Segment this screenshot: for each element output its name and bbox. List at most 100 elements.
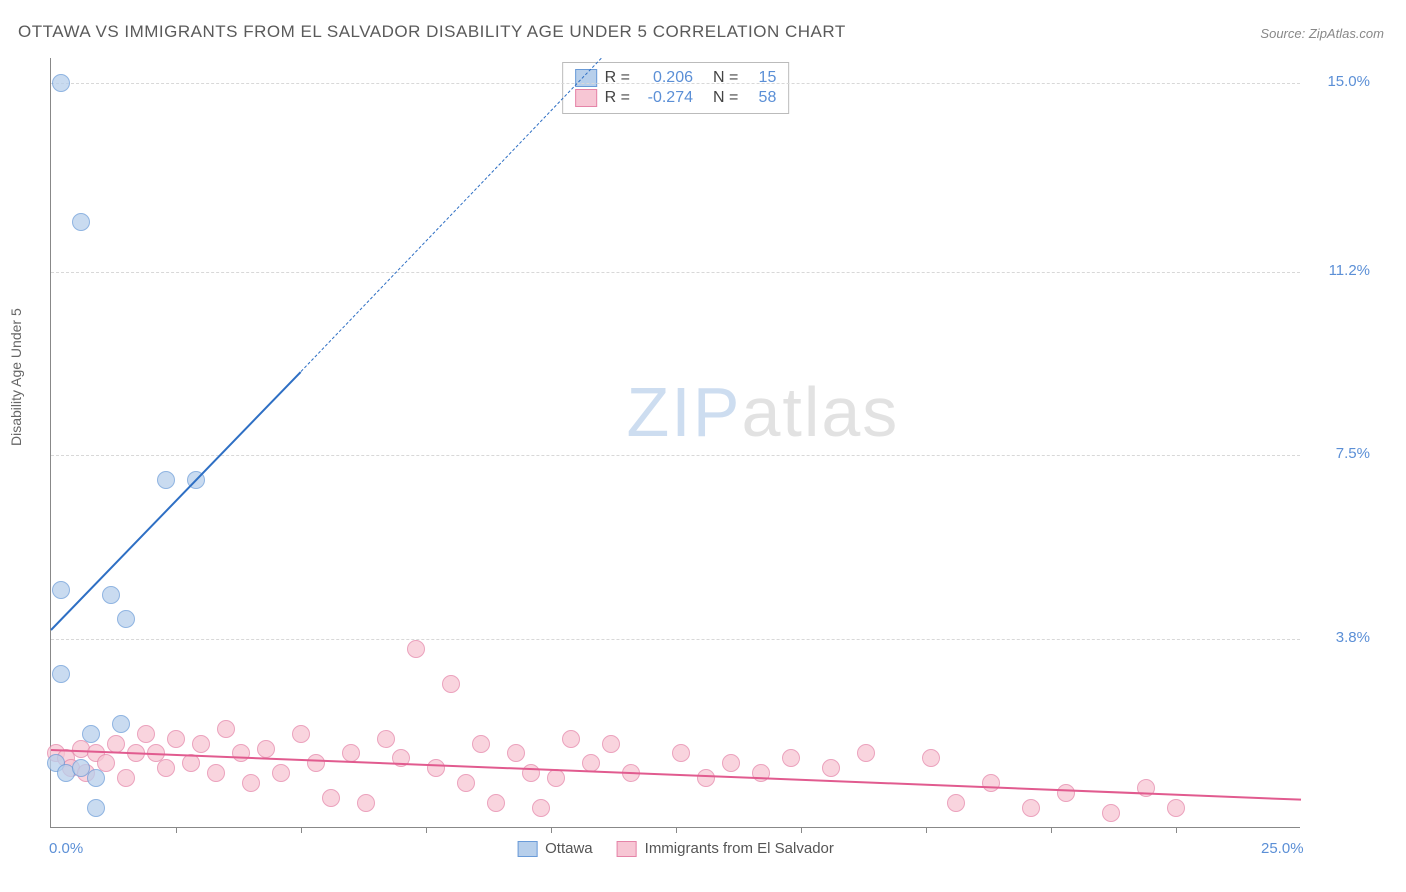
- y-axis-label: Disability Age Under 5: [8, 308, 24, 446]
- grid-line: [51, 639, 1300, 640]
- data-point: [72, 213, 90, 231]
- data-point: [157, 759, 175, 777]
- y-tick-label: 7.5%: [1336, 445, 1370, 462]
- data-point: [562, 730, 580, 748]
- data-point: [157, 471, 175, 489]
- data-point: [822, 759, 840, 777]
- data-point: [407, 640, 425, 658]
- data-point: [377, 730, 395, 748]
- grid-line: [51, 272, 1300, 273]
- legend-label: Immigrants from El Salvador: [645, 840, 834, 857]
- data-point: [1022, 799, 1040, 817]
- data-point: [117, 769, 135, 787]
- data-point: [102, 586, 120, 604]
- data-point: [52, 665, 70, 683]
- data-point: [602, 735, 620, 753]
- data-point: [357, 794, 375, 812]
- x-tick: [676, 827, 677, 833]
- data-point: [307, 754, 325, 772]
- x-tick: [426, 827, 427, 833]
- legend-swatch: [617, 841, 637, 857]
- data-point: [257, 740, 275, 758]
- data-point: [507, 744, 525, 762]
- y-tick-label: 11.2%: [1329, 262, 1370, 279]
- data-point: [532, 799, 550, 817]
- y-tick-label: 15.0%: [1327, 73, 1370, 90]
- data-point: [292, 725, 310, 743]
- legend-r-label: R =: [605, 89, 630, 107]
- source-label: Source:: [1260, 26, 1305, 41]
- x-tick-label: 0.0%: [49, 840, 83, 857]
- data-point: [167, 730, 185, 748]
- data-point: [107, 735, 125, 753]
- data-point: [427, 759, 445, 777]
- legend-r-label: R =: [605, 69, 630, 87]
- data-point: [1167, 799, 1185, 817]
- legend-n-label: N =: [713, 89, 738, 107]
- watermark: ZIPatlas: [627, 372, 900, 452]
- legend-swatch: [575, 69, 597, 87]
- data-point: [87, 769, 105, 787]
- legend-n-value: 58: [746, 89, 776, 107]
- y-tick-label: 3.8%: [1336, 629, 1370, 646]
- legend-swatch: [575, 89, 597, 107]
- data-point: [112, 715, 130, 733]
- source-value: ZipAtlas.com: [1309, 26, 1384, 41]
- data-point: [487, 794, 505, 812]
- data-point: [752, 764, 770, 782]
- data-point: [217, 720, 235, 738]
- series-legend: Ottawa Immigrants from El Salvador: [517, 840, 834, 857]
- data-point: [1102, 804, 1120, 822]
- data-point: [52, 581, 70, 599]
- data-point: [322, 789, 340, 807]
- data-point: [1057, 784, 1075, 802]
- data-point: [672, 744, 690, 762]
- data-point: [137, 725, 155, 743]
- data-point: [182, 754, 200, 772]
- correlation-legend: R = 0.206 N = 15 R = -0.274 N = 58: [562, 62, 790, 114]
- legend-n-value: 15: [746, 69, 776, 87]
- watermark-zip: ZIP: [627, 373, 742, 451]
- data-point: [442, 675, 460, 693]
- legend-row: R = 0.206 N = 15: [575, 69, 777, 87]
- data-point: [87, 799, 105, 817]
- data-point: [697, 769, 715, 787]
- x-tick: [926, 827, 927, 833]
- legend-item: Immigrants from El Salvador: [617, 840, 834, 857]
- legend-r-value: -0.274: [638, 89, 693, 107]
- x-tick: [301, 827, 302, 833]
- x-tick: [551, 827, 552, 833]
- source-attribution: Source: ZipAtlas.com: [1260, 26, 1384, 41]
- x-tick: [176, 827, 177, 833]
- data-point: [117, 610, 135, 628]
- grid-line: [51, 455, 1300, 456]
- x-tick: [801, 827, 802, 833]
- data-point: [52, 74, 70, 92]
- data-point: [922, 749, 940, 767]
- data-point: [207, 764, 225, 782]
- x-tick: [1051, 827, 1052, 833]
- data-point: [272, 764, 290, 782]
- data-point: [82, 725, 100, 743]
- data-point: [782, 749, 800, 767]
- data-point: [982, 774, 1000, 792]
- data-point: [472, 735, 490, 753]
- data-point: [242, 774, 260, 792]
- legend-row: R = -0.274 N = 58: [575, 89, 777, 107]
- plot-area: ZIPatlas R =0.206N =15R =-0.274N =58 Ott…: [50, 58, 1300, 828]
- legend-swatch: [517, 841, 537, 857]
- trend-line-dashed: [301, 58, 602, 372]
- data-point: [722, 754, 740, 772]
- grid-line: [51, 83, 1300, 84]
- legend-item: Ottawa: [517, 840, 593, 857]
- chart-title: OTTAWA VS IMMIGRANTS FROM EL SALVADOR DI…: [18, 22, 846, 42]
- x-tick: [1176, 827, 1177, 833]
- data-point: [192, 735, 210, 753]
- data-point: [232, 744, 250, 762]
- legend-n-label: N =: [713, 69, 738, 87]
- data-point: [947, 794, 965, 812]
- trend-line: [50, 371, 301, 631]
- legend-r-value: 0.206: [638, 69, 693, 87]
- data-point: [857, 744, 875, 762]
- watermark-atlas: atlas: [741, 373, 899, 451]
